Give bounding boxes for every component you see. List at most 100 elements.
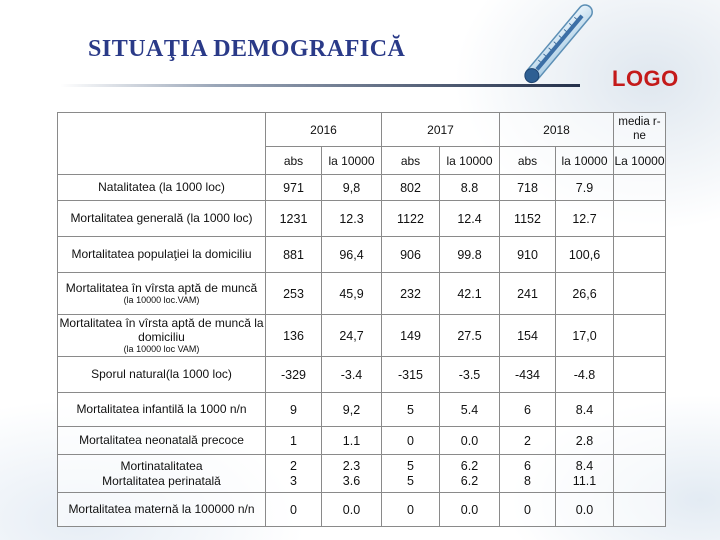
cell-value: 0 [381, 492, 440, 527]
cell-value-pair: 8.4 11.1 [555, 454, 614, 493]
cell-value: 136 [265, 314, 322, 357]
cell-value: 5.4 [439, 392, 500, 427]
row-label: Mortalitatea în vîrsta aptă de muncă la … [57, 314, 266, 357]
cell-value: 910 [499, 236, 556, 273]
cell-value: 2 [499, 426, 556, 455]
cell-value: 3 [290, 473, 297, 488]
cell-value [613, 236, 666, 273]
year-header-2018: 2018 [499, 112, 614, 147]
cell-value: 241 [499, 272, 556, 315]
sub-header: la 10000 [321, 146, 382, 175]
cell-value: 27.5 [439, 314, 500, 357]
cell-value: -434 [499, 356, 556, 393]
table-row: Mortalitatea maternă la 100000 n/n 0 0.0… [57, 492, 666, 527]
row-label: Mortalitatea generală (la 1000 loc) [57, 200, 266, 237]
cell-value: 5 [381, 392, 440, 427]
cell-value: 8.8 [439, 174, 500, 201]
cell-value: 26,6 [555, 272, 614, 315]
row-label-second: Mortalitatea perinatală [102, 473, 221, 488]
year-header-row: 2016 2017 2018 media r-ne [57, 112, 666, 175]
table-row: Mortalitatea în vîrsta aptă de muncă la … [57, 314, 666, 357]
row-label-main: Mortinatalitatea [120, 459, 203, 474]
logo: LOGO [612, 66, 679, 91]
row-label-note: (la 10000 loc.VAM) [123, 295, 200, 306]
cell-value: 5 [407, 458, 414, 473]
cell-value-pair [613, 454, 666, 493]
cell-value: 718 [499, 174, 556, 201]
cell-value: 0.0 [439, 426, 500, 455]
cell-value: 7.9 [555, 174, 614, 201]
cell-value: 3.6 [342, 473, 361, 488]
cell-value: 42.1 [439, 272, 500, 315]
table-row: Mortalitatea neonatală precoce 1 1.1 0 0… [57, 426, 666, 455]
cell-value: 232 [381, 272, 440, 315]
cell-value: 0.0 [555, 492, 614, 527]
row-label: Natalitatea (la 1000 loc) [57, 174, 266, 201]
cell-value: 2 [290, 458, 297, 473]
cell-value: -4.8 [555, 356, 614, 393]
cell-value: 0 [499, 492, 556, 527]
year-header-2016: 2016 [265, 112, 382, 147]
cell-value: 24,7 [321, 314, 382, 357]
cell-value: 12.3 [321, 200, 382, 237]
cell-value: 0.0 [321, 492, 382, 527]
cell-value: 8.4 [555, 392, 614, 427]
table-row: Sporul natural(la 1000 loc) -329 -3.4 -3… [57, 356, 666, 393]
title-underline [60, 84, 580, 87]
cell-value: 6.2 [460, 458, 479, 473]
cell-value: 6 [499, 392, 556, 427]
cell-value [613, 314, 666, 357]
cell-value-pair: 2.3 3.6 [321, 454, 382, 493]
table-row: Mortalitatea infantilă la 1000 n/n 9 9,2… [57, 392, 666, 427]
cell-value: 17,0 [555, 314, 614, 357]
cell-value: 2.3 [342, 458, 361, 473]
cell-value: 1231 [265, 200, 322, 237]
table-row: Mortinatalitatea Mortalitatea perinatală… [57, 454, 666, 493]
cell-value: 99.8 [439, 236, 500, 273]
sub-header: abs [265, 146, 322, 175]
cell-value: 96,4 [321, 236, 382, 273]
year-header-2017: 2017 [381, 112, 500, 147]
cell-value: 11.1 [572, 473, 597, 488]
sub-header: abs [381, 146, 440, 175]
cell-value: 9,2 [321, 392, 382, 427]
thermometer-icon [524, 4, 593, 84]
table-row: Mortalitatea populaţiei la domiciliu 881… [57, 236, 666, 273]
cell-value: 8 [524, 473, 531, 488]
corner-cell [57, 112, 266, 175]
cell-value: 8.4 [575, 458, 594, 473]
cell-value: 9 [265, 392, 322, 427]
cell-value: 1122 [381, 200, 440, 237]
cell-value [613, 492, 666, 527]
cell-value [613, 200, 666, 237]
cell-value: 0 [265, 492, 322, 527]
cell-value: 2.8 [555, 426, 614, 455]
cell-value: 5 [407, 473, 414, 488]
cell-value: 0 [381, 426, 440, 455]
cell-value-pair: 6.2 6.2 [439, 454, 500, 493]
extra-header: media r-ne [613, 112, 666, 147]
sub-header: la 10000 [439, 146, 500, 175]
cell-value [613, 426, 666, 455]
cell-value: -315 [381, 356, 440, 393]
cell-value: -3.4 [321, 356, 382, 393]
row-label-note: (la 10000 loc VAM) [123, 344, 200, 355]
cell-value [613, 356, 666, 393]
row-label: Mortalitatea infantilă la 1000 n/n [57, 392, 266, 427]
table-row: Mortalitatea generală (la 1000 loc) 1231… [57, 200, 666, 237]
cell-value: 154 [499, 314, 556, 357]
cell-value: -329 [265, 356, 322, 393]
table-row: Natalitatea (la 1000 loc) 971 9,8 802 8.… [57, 174, 666, 201]
cell-value [613, 174, 666, 201]
cell-value: 9,8 [321, 174, 382, 201]
row-label: Sporul natural(la 1000 loc) [57, 356, 266, 393]
cell-value: 12.7 [555, 200, 614, 237]
cell-value: 100,6 [555, 236, 614, 273]
cell-value: 1 [265, 426, 322, 455]
cell-value: 149 [381, 314, 440, 357]
cell-value: 0.0 [439, 492, 500, 527]
slide-title: SITUAŢIA DEMOGRAFICĂ [88, 36, 406, 62]
